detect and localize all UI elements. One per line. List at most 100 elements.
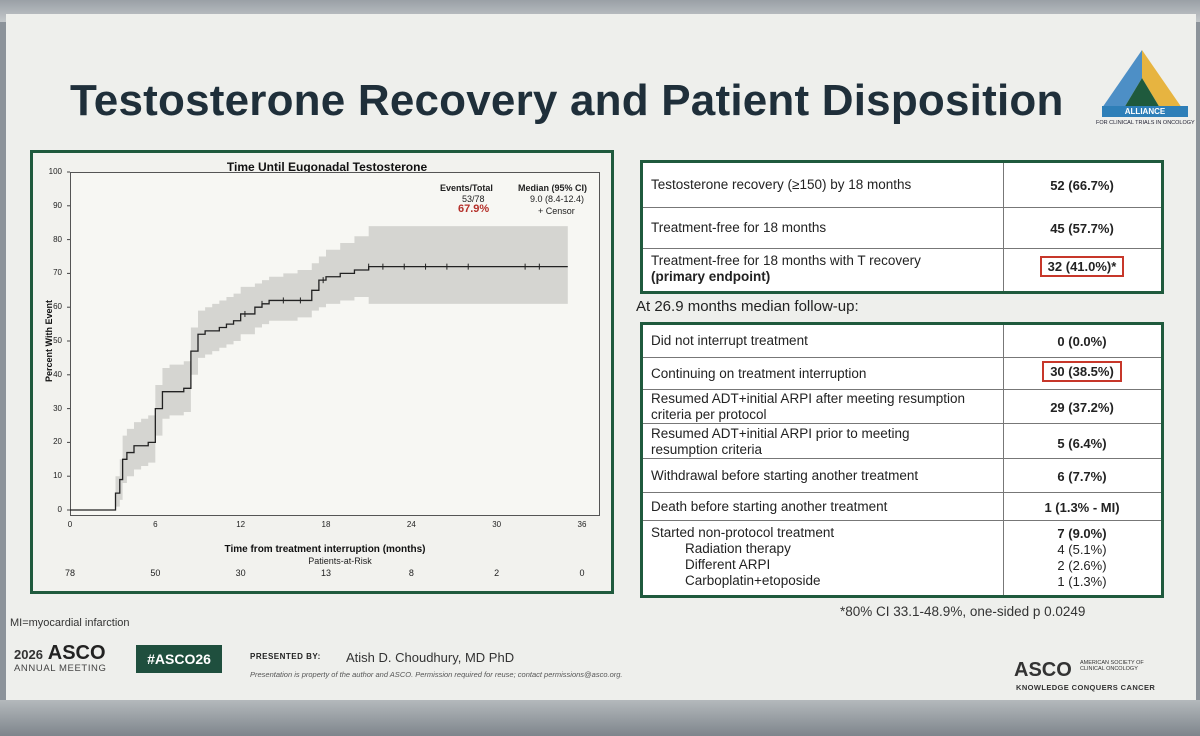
- patients-at-risk-value: 50: [150, 568, 161, 578]
- monitor-bezel-bottom: [0, 700, 1200, 736]
- asco-tagline: KNOWLEDGE CONQUERS CANCER: [1016, 683, 1156, 692]
- followup-subheading: At 26.9 months median follow-up:: [636, 298, 859, 315]
- x-tick-label: 36: [577, 520, 587, 529]
- y-tick-label: 60: [53, 302, 62, 312]
- x-axis-label: Time from treatment interruption (months…: [224, 544, 426, 555]
- patients-at-risk-value: 0: [579, 568, 585, 578]
- row-label-line1: Treatment-free for 18 months with T reco…: [651, 253, 921, 268]
- plot-area: [70, 172, 600, 516]
- hashtag-badge: #ASCO26: [136, 645, 222, 673]
- row-value: 6 (7.7%): [1057, 469, 1107, 484]
- row-label: Treatment-free for 18 months: [651, 220, 827, 235]
- legend-median-header: Median (95% CI): [518, 183, 588, 193]
- footnote: *80% CI 33.1-48.9%, one-sided p 0.0249: [840, 604, 1086, 619]
- legend-censor: + Censor: [538, 206, 575, 216]
- row-label: Withdrawal before starting another treat…: [651, 468, 919, 483]
- sub-row-label: Different ARPI: [685, 557, 771, 572]
- mi-footnote: MI=myocardial infarction: [10, 617, 130, 629]
- row-value: 7 (9.0%): [1057, 526, 1107, 541]
- x-tick-label: 24: [406, 520, 416, 529]
- y-axis-label: Percent With Event: [44, 300, 54, 382]
- patients-at-risk-value: 2: [494, 568, 500, 578]
- y-tick-label: 40: [53, 369, 62, 379]
- x-tick-label: 12: [236, 520, 246, 529]
- row-label-line1: Resumed ADT+initial ARPI after meeting r…: [651, 391, 966, 406]
- table-row: Continuing on treatment interruption 30 …: [643, 358, 1161, 390]
- alliance-logo-text: ALLIANCE: [1102, 106, 1188, 117]
- patients-at-risk-value: 13: [320, 568, 331, 578]
- slide-title: Testosterone Recovery and Patient Dispos…: [70, 76, 1064, 125]
- copyright-notice: Presentation is property of the author a…: [250, 670, 623, 679]
- y-tick-label: 90: [53, 200, 62, 210]
- table-row: Death before starting another treatment …: [643, 493, 1161, 521]
- row-label-line2: resumption criteria: [651, 442, 763, 457]
- alliance-logo-subtext: FOR CLINICAL TRIALS IN ONCOLOGY: [1096, 120, 1195, 126]
- patients-at-risk-value: 8: [408, 568, 414, 578]
- row-value: 5 (6.4%): [1057, 436, 1107, 451]
- y-tick-label: 30: [53, 403, 62, 413]
- row-label: Continuing on treatment interruption: [651, 366, 867, 381]
- sub-row-label: Carboplatin+etoposide: [685, 573, 821, 588]
- table-row: Did not interrupt treatment 0 (0.0%): [643, 325, 1161, 358]
- row-value: 29 (37.2%): [1050, 400, 1114, 415]
- column-divider: [1003, 163, 1004, 291]
- table-row: Started non-protocol treatment 7 (9.0%) …: [643, 521, 1161, 595]
- x-tick-label: 30: [492, 520, 502, 529]
- asco-wordmark: ASCO: [47, 642, 106, 664]
- legend-events-header: Events/Total: [440, 183, 493, 193]
- presenter-name: Atish D. Choudhury, MD PhD: [346, 650, 515, 665]
- y-tick-label: 100: [48, 167, 62, 176]
- row-label: Resumed ADT+initial ARPI after meeting r…: [651, 391, 965, 423]
- y-tick-label: 0: [57, 505, 62, 514]
- sub-row-value: 1 (1.3%): [1057, 574, 1107, 589]
- legend-percent: 67.9%: [458, 203, 490, 215]
- y-tick-label: 80: [53, 234, 62, 244]
- sub-row-label: Radiation therapy: [685, 541, 791, 556]
- patients-at-risk-label: Patients-at-Risk: [308, 556, 372, 566]
- annual-meeting-text: ANNUAL MEETING: [14, 663, 107, 674]
- row-label: Did not interrupt treatment: [651, 333, 808, 348]
- sub-row-value: 2 (2.6%): [1057, 558, 1107, 573]
- primary-endpoint-value: 32 (41.0%)*: [1039, 256, 1125, 277]
- row-label-line2: criteria per protocol: [651, 407, 767, 422]
- table-row: Resumed ADT+initial ARPI prior to meetin…: [643, 424, 1161, 459]
- outcomes-table: Testosterone recovery (≥150) by 18 month…: [640, 160, 1164, 294]
- year-text: 2026: [14, 647, 43, 662]
- x-tick-label: 18: [321, 520, 331, 529]
- legend-median-value: 9.0 (8.4-12.4): [530, 194, 585, 204]
- disposition-table: Did not interrupt treatment 0 (0.0%) Con…: [640, 322, 1164, 598]
- table-row: Treatment-free for 18 months 45 (57.7%): [643, 208, 1161, 249]
- table-row: Withdrawal before starting another treat…: [643, 459, 1161, 493]
- y-tick-label: 20: [53, 437, 62, 447]
- legend-events-value: 53/78: [462, 194, 485, 204]
- continuing-interruption-value: 30 (38.5%): [1042, 361, 1122, 382]
- sub-row-value: 4 (5.1%): [1057, 542, 1107, 557]
- x-tick-label: 0: [67, 520, 73, 529]
- table-row: Resumed ADT+initial ARPI after meeting r…: [643, 390, 1161, 424]
- alliance-logo-icon: [1102, 50, 1182, 108]
- row-value: 0 (0.0%): [1057, 334, 1107, 349]
- y-tick-label: 70: [53, 268, 62, 278]
- x-tick-label: 6: [153, 520, 158, 529]
- chart-title: Time Until Eugonadal Testosterone: [226, 160, 428, 174]
- row-label: Testosterone recovery (≥150) by 18 month…: [651, 177, 912, 192]
- row-label: Started non-protocol treatment: [651, 525, 835, 540]
- asco-logo-icon: ASCO: [1014, 659, 1072, 681]
- table-row: Testosterone recovery (≥150) by 18 month…: [643, 163, 1161, 208]
- row-label-line2: (primary endpoint): [651, 269, 771, 284]
- row-value: 1 (1.3% - MI): [1044, 500, 1120, 515]
- y-tick-label: 10: [53, 471, 62, 481]
- presented-by-label: PRESENTED BY:: [250, 652, 321, 661]
- patients-at-risk-value: 78: [64, 568, 75, 578]
- asco-society-text: AMERICAN SOCIETY OF CLINICAL ONCOLOGY: [1080, 660, 1144, 672]
- patients-at-risk-value: 30: [235, 568, 246, 578]
- meeting-year: 2026 ASCO: [14, 642, 106, 665]
- row-value: 45 (57.7%): [1050, 221, 1114, 236]
- y-tick-label: 50: [53, 336, 62, 345]
- row-label-line1: Resumed ADT+initial ARPI prior to meetin…: [651, 426, 910, 441]
- row-value: 52 (66.7%): [1050, 178, 1114, 193]
- row-label: Treatment-free for 18 months with T reco…: [651, 253, 921, 285]
- row-label: Death before starting another treatment: [651, 499, 888, 514]
- row-label: Resumed ADT+initial ARPI prior to meetin…: [651, 426, 910, 458]
- column-divider: [1003, 325, 1004, 595]
